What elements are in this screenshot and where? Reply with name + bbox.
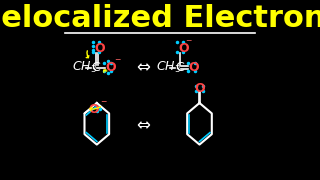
Text: C: C — [92, 61, 100, 74]
Text: O: O — [178, 42, 189, 55]
Text: O: O — [194, 82, 205, 95]
Text: C: C — [175, 61, 184, 74]
Text: $^-$: $^-$ — [113, 57, 122, 67]
Text: O: O — [88, 103, 99, 116]
Text: Delocalized Electrons: Delocalized Electrons — [0, 4, 320, 33]
Text: $^-$: $^-$ — [99, 99, 108, 109]
Text: $^-$: $^-$ — [184, 38, 193, 48]
Text: ⇔: ⇔ — [136, 116, 150, 134]
Text: O: O — [94, 42, 105, 55]
Text: O: O — [188, 61, 199, 74]
Text: $CH_3$: $CH_3$ — [72, 60, 97, 75]
Text: ⇔: ⇔ — [136, 58, 150, 76]
Text: $CH_3$: $CH_3$ — [156, 60, 181, 75]
Text: O: O — [105, 61, 116, 74]
